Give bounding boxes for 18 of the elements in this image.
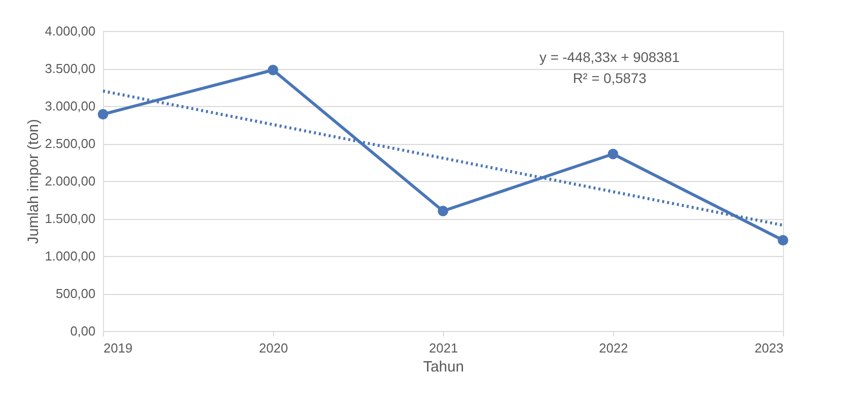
y-axis-title: Jumlah impor (ton) bbox=[24, 118, 42, 244]
x-tick-label: 2019 bbox=[104, 340, 132, 356]
x-tick-label: 2022 bbox=[599, 340, 628, 356]
y-tick-label: 500,00 bbox=[56, 286, 96, 301]
x-tick-label: 2021 bbox=[429, 340, 458, 356]
y-tick-label: 2.000,00 bbox=[44, 174, 96, 188]
x-tick-label: 2023 bbox=[754, 340, 784, 356]
y-tick-label: 1.000,00 bbox=[44, 248, 96, 264]
y-tick-label: 2.500,00 bbox=[44, 136, 96, 151]
x-axis-title: Tahun bbox=[423, 358, 464, 376]
annotation: R² = 0,5873 bbox=[572, 70, 647, 86]
y-tick-label: 0,00 bbox=[70, 324, 96, 338]
y-tick-label: 4.000,00 bbox=[44, 24, 96, 38]
annotation: y = -448,33x + 908381 bbox=[540, 49, 680, 65]
y-tick-label: 3.000,00 bbox=[44, 98, 96, 114]
y-tick-label: 1.500,00 bbox=[44, 211, 96, 226]
y-tick-label: 3.500,00 bbox=[44, 61, 96, 76]
x-tick-label: 2020 bbox=[259, 340, 288, 356]
